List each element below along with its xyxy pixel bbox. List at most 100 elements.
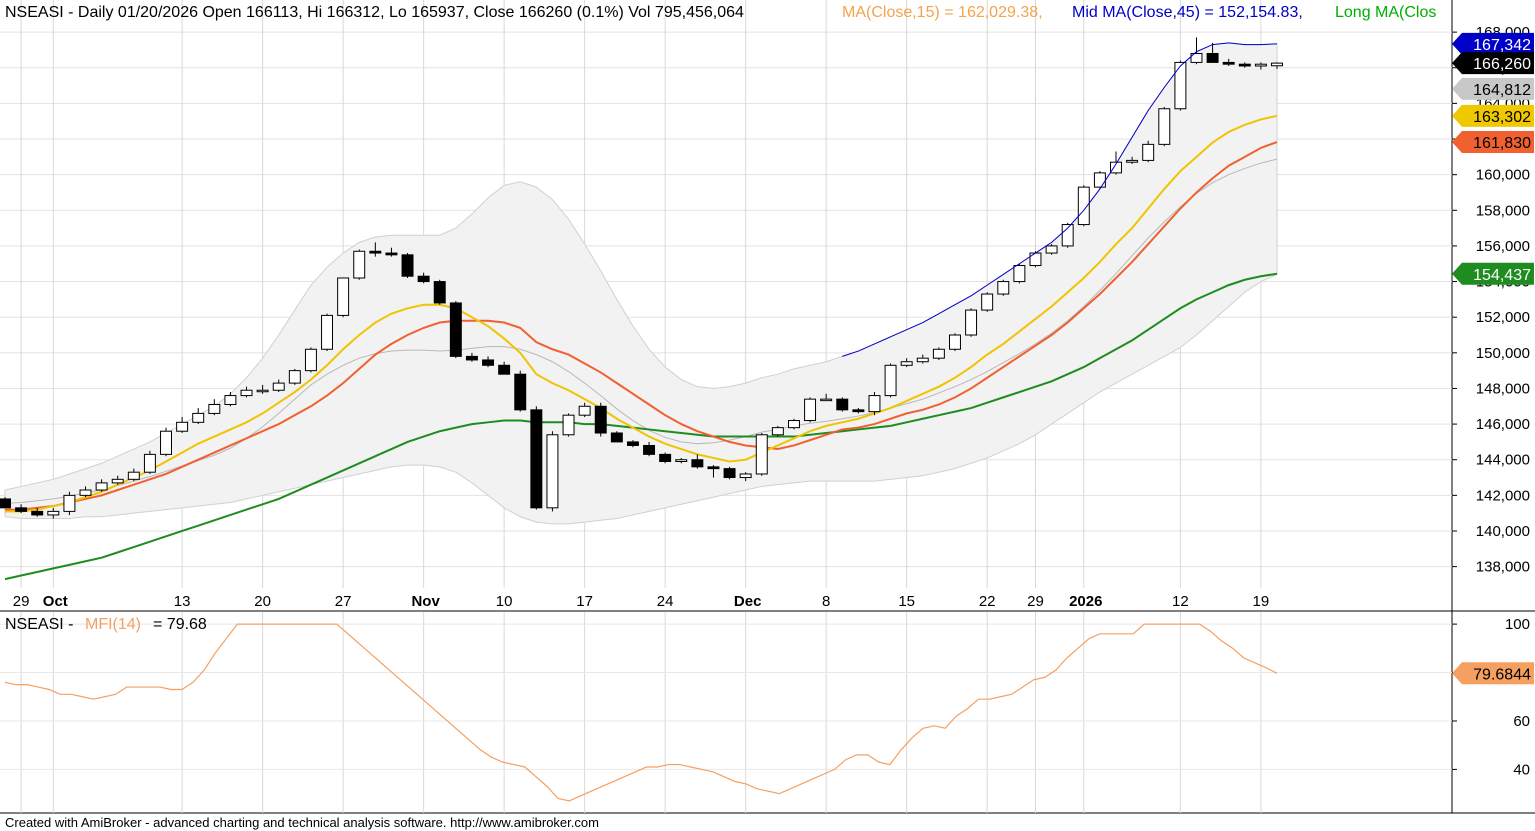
x-tick-label: 12 (1172, 593, 1189, 610)
candle-body (997, 281, 1010, 295)
x-tick-label: 2026 (1069, 593, 1102, 610)
candle-body (31, 510, 44, 516)
ma10-line (5, 114, 1278, 513)
x-tick-label: Nov (411, 593, 440, 610)
price-label-bg (1452, 262, 1534, 285)
candle-body (1093, 172, 1106, 188)
candle-body (916, 357, 929, 363)
candle-body (482, 359, 495, 366)
mfi-value: = 79.68 (153, 616, 207, 633)
price-label: 164,812 (1452, 77, 1534, 100)
x-tick-label: 10 (496, 593, 513, 610)
candle-body (949, 334, 961, 350)
candle-body (337, 277, 350, 316)
x-tick-label: 20 (254, 593, 271, 610)
candle-body (852, 409, 865, 413)
candle-body (465, 355, 478, 361)
candle-body (771, 427, 784, 436)
x-tick-label: 22 (979, 593, 996, 610)
y-tick-label: 150,000 (1476, 345, 1530, 362)
price-label-text: 163,302 (1473, 109, 1531, 126)
candle-body (95, 482, 108, 491)
mfi-header-prefix: NSEASI - (5, 616, 73, 633)
candle-body (353, 250, 366, 279)
candle-body (1254, 63, 1267, 67)
mid-ma-legend: Mid MA(Close,45) = 152,154.83, (1072, 4, 1303, 21)
y-tick-label: 140,000 (1476, 523, 1530, 540)
y-tick-label: 146,000 (1476, 416, 1530, 433)
candle-body (1077, 186, 1090, 226)
price-label-text: 166,260 (1473, 56, 1531, 73)
y-tick-label: 160,000 (1476, 167, 1530, 184)
ma45-line (4, 272, 1278, 581)
price-label: 166,260 (1452, 52, 1534, 75)
candle-body (63, 494, 76, 512)
candle-body (79, 489, 92, 496)
candle-body (787, 420, 800, 429)
candle-body (240, 389, 253, 397)
band-mid-line (4, 158, 1278, 504)
x-tick-label: 15 (898, 593, 915, 610)
candle-body (675, 459, 688, 463)
candle-body (1190, 53, 1203, 63)
candle-body (192, 412, 205, 423)
price-pane: 138,000 140,000 142,000 144,000 146,000 148,0… (0, 0, 1535, 814)
candle-body (47, 510, 60, 516)
candle-body (1174, 61, 1187, 110)
price-label: 154,437 (1452, 262, 1534, 285)
upper-band-line (842, 42, 1278, 357)
y-tick-label: 138,000 (1476, 559, 1530, 576)
mfi-pane: 40608010079.6844 (0, 612, 1534, 813)
candle-body (643, 444, 656, 455)
candle-body (546, 434, 559, 509)
y-tick-label: 158,000 (1476, 202, 1530, 219)
candle-body (449, 302, 462, 357)
candle-body (804, 398, 817, 422)
mfi-tick-label: 60 (1513, 713, 1530, 730)
price-label-bg (1452, 77, 1534, 100)
candle-body (965, 309, 978, 336)
candle-body (1222, 61, 1235, 65)
candle-body (1238, 63, 1251, 67)
candle-body (1271, 62, 1283, 67)
y-tick-label: 144,000 (1476, 452, 1530, 469)
long-ma-legend: Long MA(Clos (1335, 4, 1436, 21)
candle-body (707, 466, 720, 470)
chart-header-main: NSEASI - Daily 01/20/2026 Open 166113, H… (5, 4, 744, 21)
footer-credit: Created with AmiBroker - advanced charti… (5, 815, 599, 830)
candle-body (1206, 53, 1219, 63)
candle-body (836, 398, 849, 411)
candle-body (272, 382, 285, 391)
price-label: 161,830 (1452, 131, 1534, 154)
x-tick-label: 24 (657, 593, 674, 610)
x-tick-label: 8 (822, 593, 830, 610)
candle-body (321, 314, 333, 350)
candle-body (594, 405, 607, 434)
candle-body (723, 468, 736, 479)
candle-body (0, 498, 11, 509)
candle-body (1110, 161, 1122, 174)
candle-body (127, 471, 140, 480)
y-tick-label: 156,000 (1476, 238, 1530, 255)
candle-body (868, 395, 881, 413)
candle-body (739, 473, 752, 479)
candle-body (578, 405, 591, 416)
mfi-label: MFI(14) (85, 616, 141, 633)
price-label: 163,302 (1452, 104, 1534, 127)
x-tick-label: 29 (13, 593, 30, 610)
x-tick-label: 17 (576, 593, 593, 610)
candle-body (659, 453, 672, 463)
x-tick-label: 29 (1027, 593, 1044, 610)
y-tick-label: 148,000 (1476, 380, 1530, 397)
candle-body (691, 459, 704, 468)
mfi-tick-label: 100 (1505, 616, 1530, 633)
candle-body (176, 421, 189, 432)
price-label-text: 167,342 (1473, 37, 1531, 54)
price-label-bg (1452, 32, 1534, 55)
x-tick-label: 27 (335, 593, 352, 610)
candle-body (369, 250, 382, 254)
candle-body (1013, 265, 1026, 283)
price-label-bg (1452, 131, 1534, 154)
candle-body (1061, 224, 1074, 247)
